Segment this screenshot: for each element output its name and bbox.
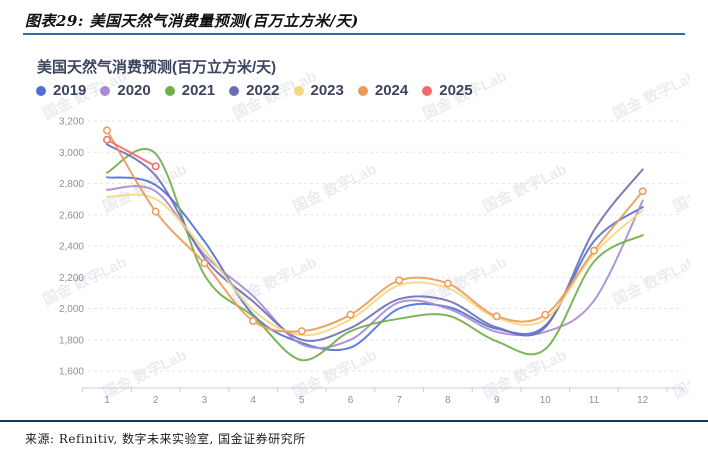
data-marker-2024 xyxy=(200,259,209,268)
chart-plot: 1,600 1,800 2,000 2,200 2,400 2,600 2,800 3,000… xyxy=(30,110,690,416)
figure-caption: 图表29: 美国天然气消费量预测(百万立方米/天) xyxy=(25,12,359,30)
x-tick-label: 1 xyxy=(104,395,110,406)
series-line-2024 xyxy=(106,129,644,333)
legend-label: 2022 xyxy=(246,82,280,99)
data-marker-2024 xyxy=(151,207,160,216)
y-tick-label: 1,600 xyxy=(59,367,84,378)
x-tick-label: 8 xyxy=(445,395,451,406)
legend-item-2023[interactable]: 2023 xyxy=(293,82,344,99)
x-tick-label: 2 xyxy=(153,395,159,406)
y-tick-label: 2,800 xyxy=(59,179,84,190)
legend-marker-2020 xyxy=(100,85,111,96)
legend-item-2025[interactable]: 2025 xyxy=(422,82,473,99)
series-line-2023 xyxy=(106,193,644,337)
source-note: 来源: Refinitiv, 数字未来实验室, 国金证券研究所 xyxy=(25,432,306,446)
legend-item-2024[interactable]: 2024 xyxy=(357,82,409,99)
series-line-2022 xyxy=(106,143,644,342)
x-tick-label: 4 xyxy=(250,395,256,406)
legend-item-2022[interactable]: 2022 xyxy=(229,82,280,99)
data-marker-2025 xyxy=(103,135,111,144)
data-marker-2024 xyxy=(395,276,404,285)
legend-marker-2024 xyxy=(357,85,368,96)
legend-item-2020[interactable]: 2020 xyxy=(100,82,151,99)
series-line-2021 xyxy=(106,147,644,362)
legend-label: 2019 xyxy=(53,82,87,99)
data-marker-2024 xyxy=(249,317,258,325)
source-divider xyxy=(0,420,708,422)
y-tick-label: 2,400 xyxy=(59,242,84,253)
legend-label: 2021 xyxy=(181,82,216,99)
y-tick-label: 3,000 xyxy=(59,148,84,159)
x-tick-label: 10 xyxy=(540,395,552,406)
chart-svg: 1,600 1,800 2,000 2,200 2,400 2,600 2,800 3,000… xyxy=(59,117,684,406)
legend-item-2019[interactable]: 2019 xyxy=(36,82,86,99)
chart-card: 国金 数字Lab 国金 数字Lab 国金 数字Lab 国金 数字Lab 国金 数字Lab… xyxy=(25,46,690,418)
data-marker-2024 xyxy=(346,310,355,319)
legend-item-2021[interactable]: 2021 xyxy=(164,82,216,99)
data-marker-2024 xyxy=(492,312,501,321)
x-tick-label: 9 xyxy=(494,395,500,406)
chart-legend: 2019 2020 2021 2022 2023 2024 2025 xyxy=(36,82,487,99)
x-tick-label: 12 xyxy=(637,395,649,406)
y-tick-label: 2,000 xyxy=(59,304,84,315)
y-tick-label: 2,200 xyxy=(59,273,84,284)
legend-label: 2024 xyxy=(374,82,409,99)
legend-label: 2025 xyxy=(439,82,473,99)
x-tick-label: 5 xyxy=(299,395,305,406)
series-line-2025 xyxy=(106,138,157,168)
legend-marker-2021 xyxy=(164,85,175,96)
x-tick-label: 11 xyxy=(589,395,600,406)
data-marker-2024 xyxy=(103,126,111,135)
legend-label: 2020 xyxy=(117,82,151,99)
x-tick-label: 7 xyxy=(396,395,402,406)
x-tick-label: 6 xyxy=(348,395,354,406)
data-marker-2025 xyxy=(151,162,160,171)
legend-marker-2022 xyxy=(229,85,240,96)
data-marker-2024 xyxy=(297,327,306,336)
caption-divider xyxy=(23,33,685,35)
data-marker-2024 xyxy=(638,187,647,196)
legend-marker-2019 xyxy=(36,85,46,96)
data-marker-2024 xyxy=(443,279,452,288)
data-marker-2024 xyxy=(541,310,550,319)
legend-marker-2025 xyxy=(422,85,433,96)
y-tick-label: 3,200 xyxy=(59,117,84,128)
chart-title: 美国天然气消费预测(百万立方米/天) xyxy=(37,59,277,76)
x-tick-label: 3 xyxy=(202,395,208,406)
legend-label: 2023 xyxy=(310,82,344,99)
legend-marker-2023 xyxy=(293,85,304,96)
y-tick-label: 1,800 xyxy=(59,335,84,346)
data-marker-2024 xyxy=(590,246,598,255)
y-tick-label: 2,600 xyxy=(59,210,84,221)
